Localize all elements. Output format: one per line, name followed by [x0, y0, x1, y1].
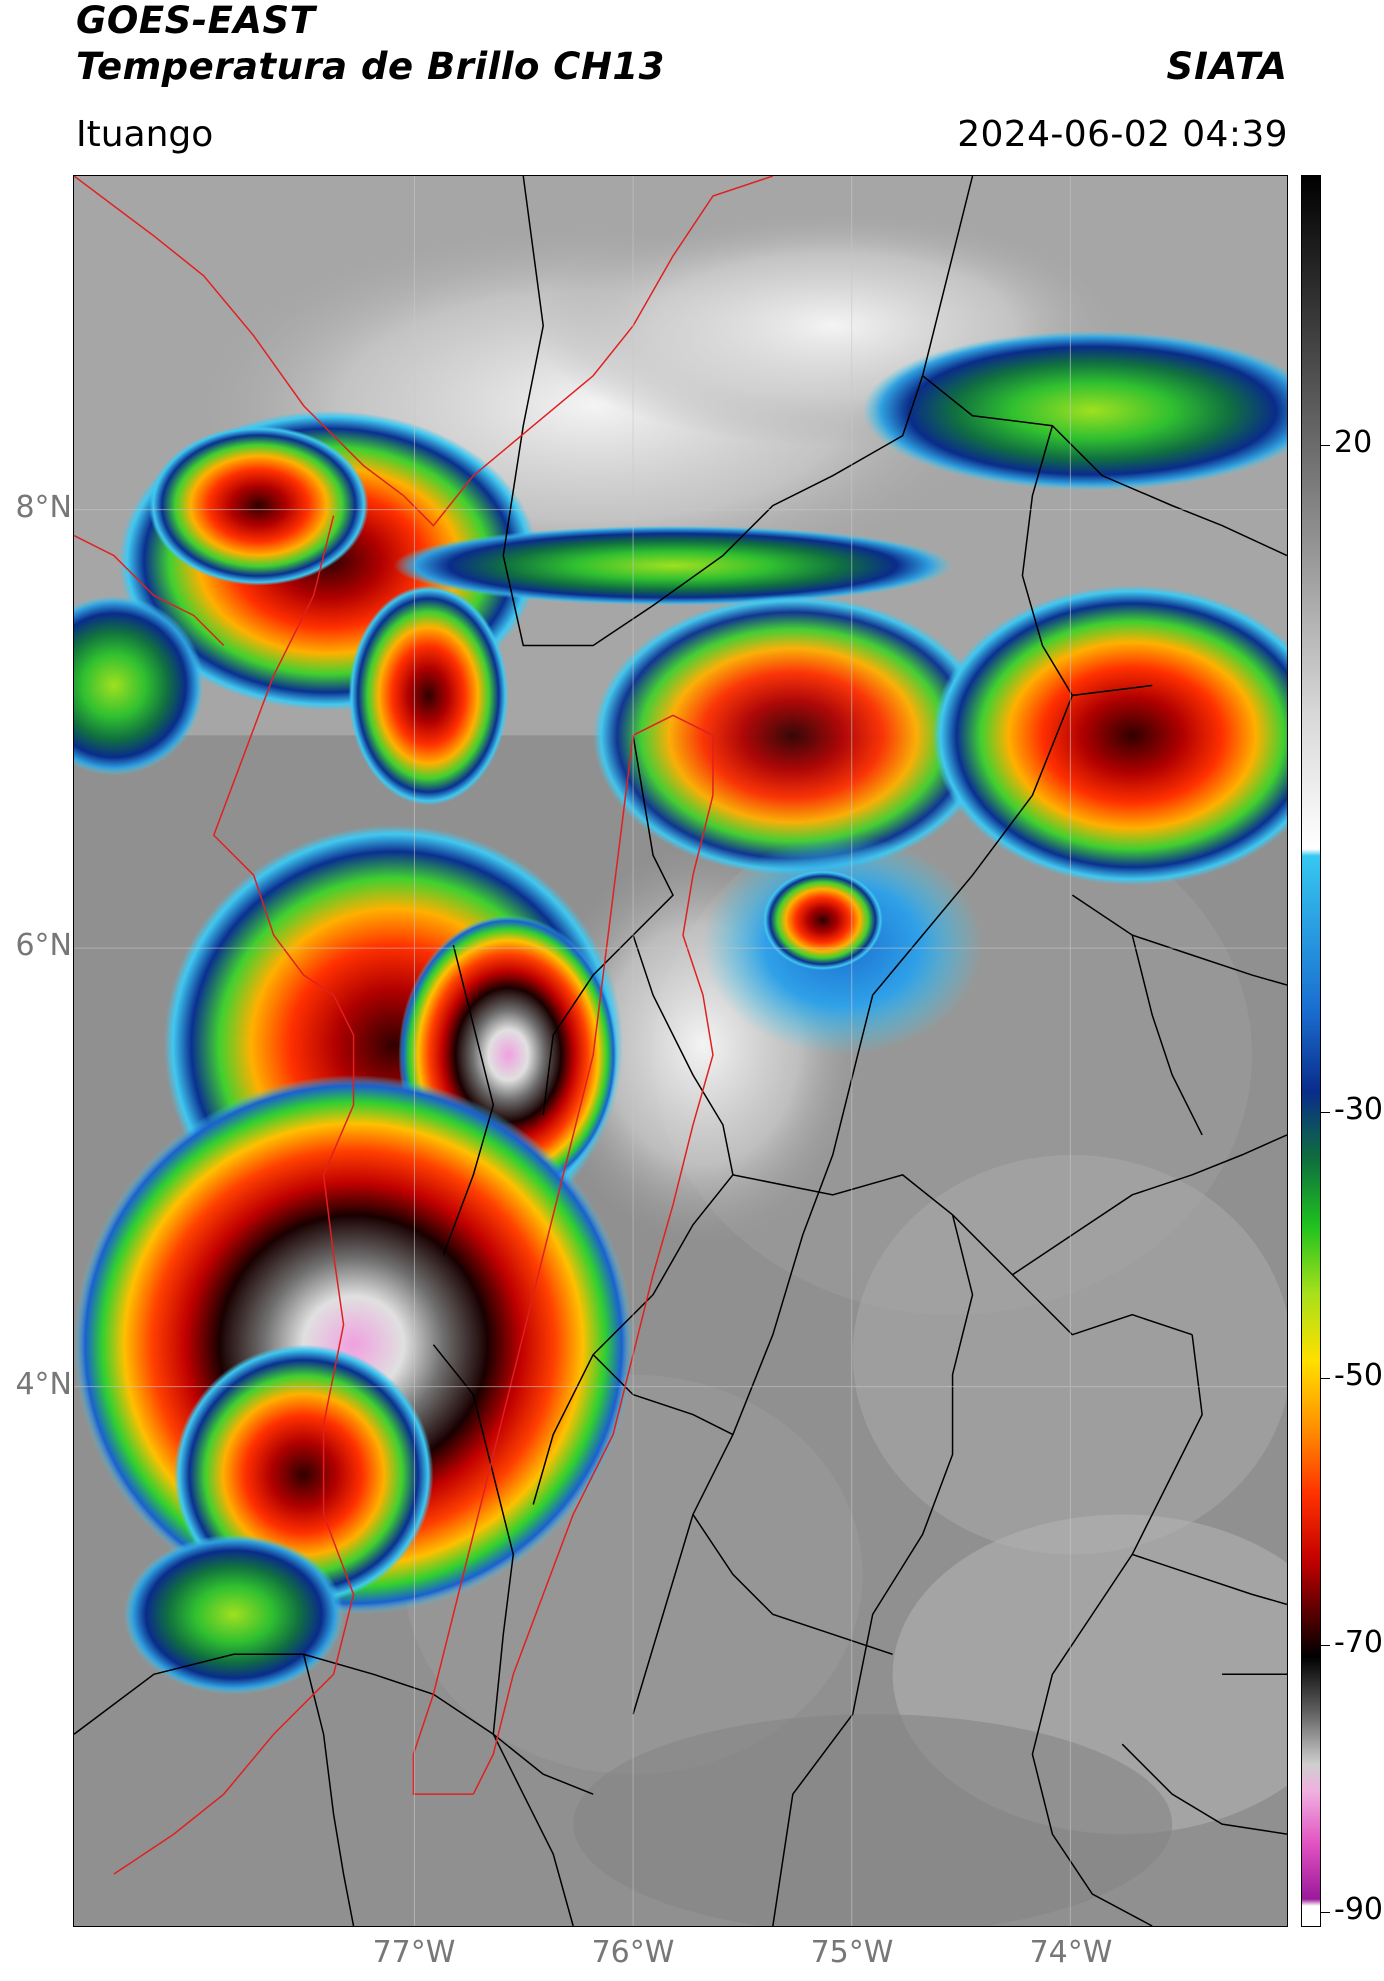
colorbar-label-minus70: -70	[1334, 1625, 1383, 1660]
brand-label: SIATA	[1166, 45, 1288, 88]
map-canvas	[74, 176, 1287, 1926]
colorbar-label-minus30: -30	[1334, 1092, 1383, 1127]
lat-label-4n: 4°N	[15, 1367, 72, 1402]
cloud-band-north	[393, 525, 953, 606]
cloud-patch-west	[74, 595, 204, 776]
red-boundaries	[74, 176, 774, 1875]
lon-label-75w: 75°W	[810, 1935, 894, 1970]
storm-cell-center-north	[593, 595, 993, 876]
region-label: Ituango	[76, 114, 214, 155]
cloud-band-northeast	[862, 330, 1287, 491]
timestamp-label: 2024-06-02 04:39	[957, 114, 1288, 155]
storm-cell-small-east	[762, 870, 883, 971]
cloud-patch-southwest	[123, 1534, 344, 1695]
lon-label-77w: 77°W	[372, 1935, 456, 1970]
lon-label-76w: 76°W	[591, 1935, 675, 1970]
satellite-title: GOES-EAST	[76, 0, 316, 42]
colorbar-tick-minus70	[1321, 1645, 1330, 1646]
colorbar-label-minus90: -90	[1334, 1892, 1383, 1927]
temperature-colorbar	[1301, 175, 1321, 1927]
colorbar-tick-minus90	[1321, 1912, 1330, 1913]
colorbar-tick-minus50	[1321, 1378, 1330, 1379]
political-boundaries	[74, 176, 1287, 1926]
colorbar-tick-minus30	[1321, 1112, 1330, 1113]
product-title: Temperatura de Brillo CH13	[76, 45, 665, 88]
storm-cell-urab	[348, 585, 509, 806]
satellite-map	[73, 175, 1288, 1927]
colorbar-label-20: 20	[1334, 425, 1373, 460]
storm-cell-north-core	[148, 425, 369, 586]
lon-label-74w: 74°W	[1029, 1935, 1113, 1970]
colorbar-tick-20	[1321, 445, 1330, 446]
colorbar-gradient	[1302, 176, 1320, 1926]
grid-lines	[74, 176, 1287, 1926]
colorbar-label-minus50: -50	[1334, 1358, 1383, 1393]
lat-label-6n: 6°N	[15, 928, 72, 963]
lat-label-8n: 8°N	[15, 490, 72, 525]
